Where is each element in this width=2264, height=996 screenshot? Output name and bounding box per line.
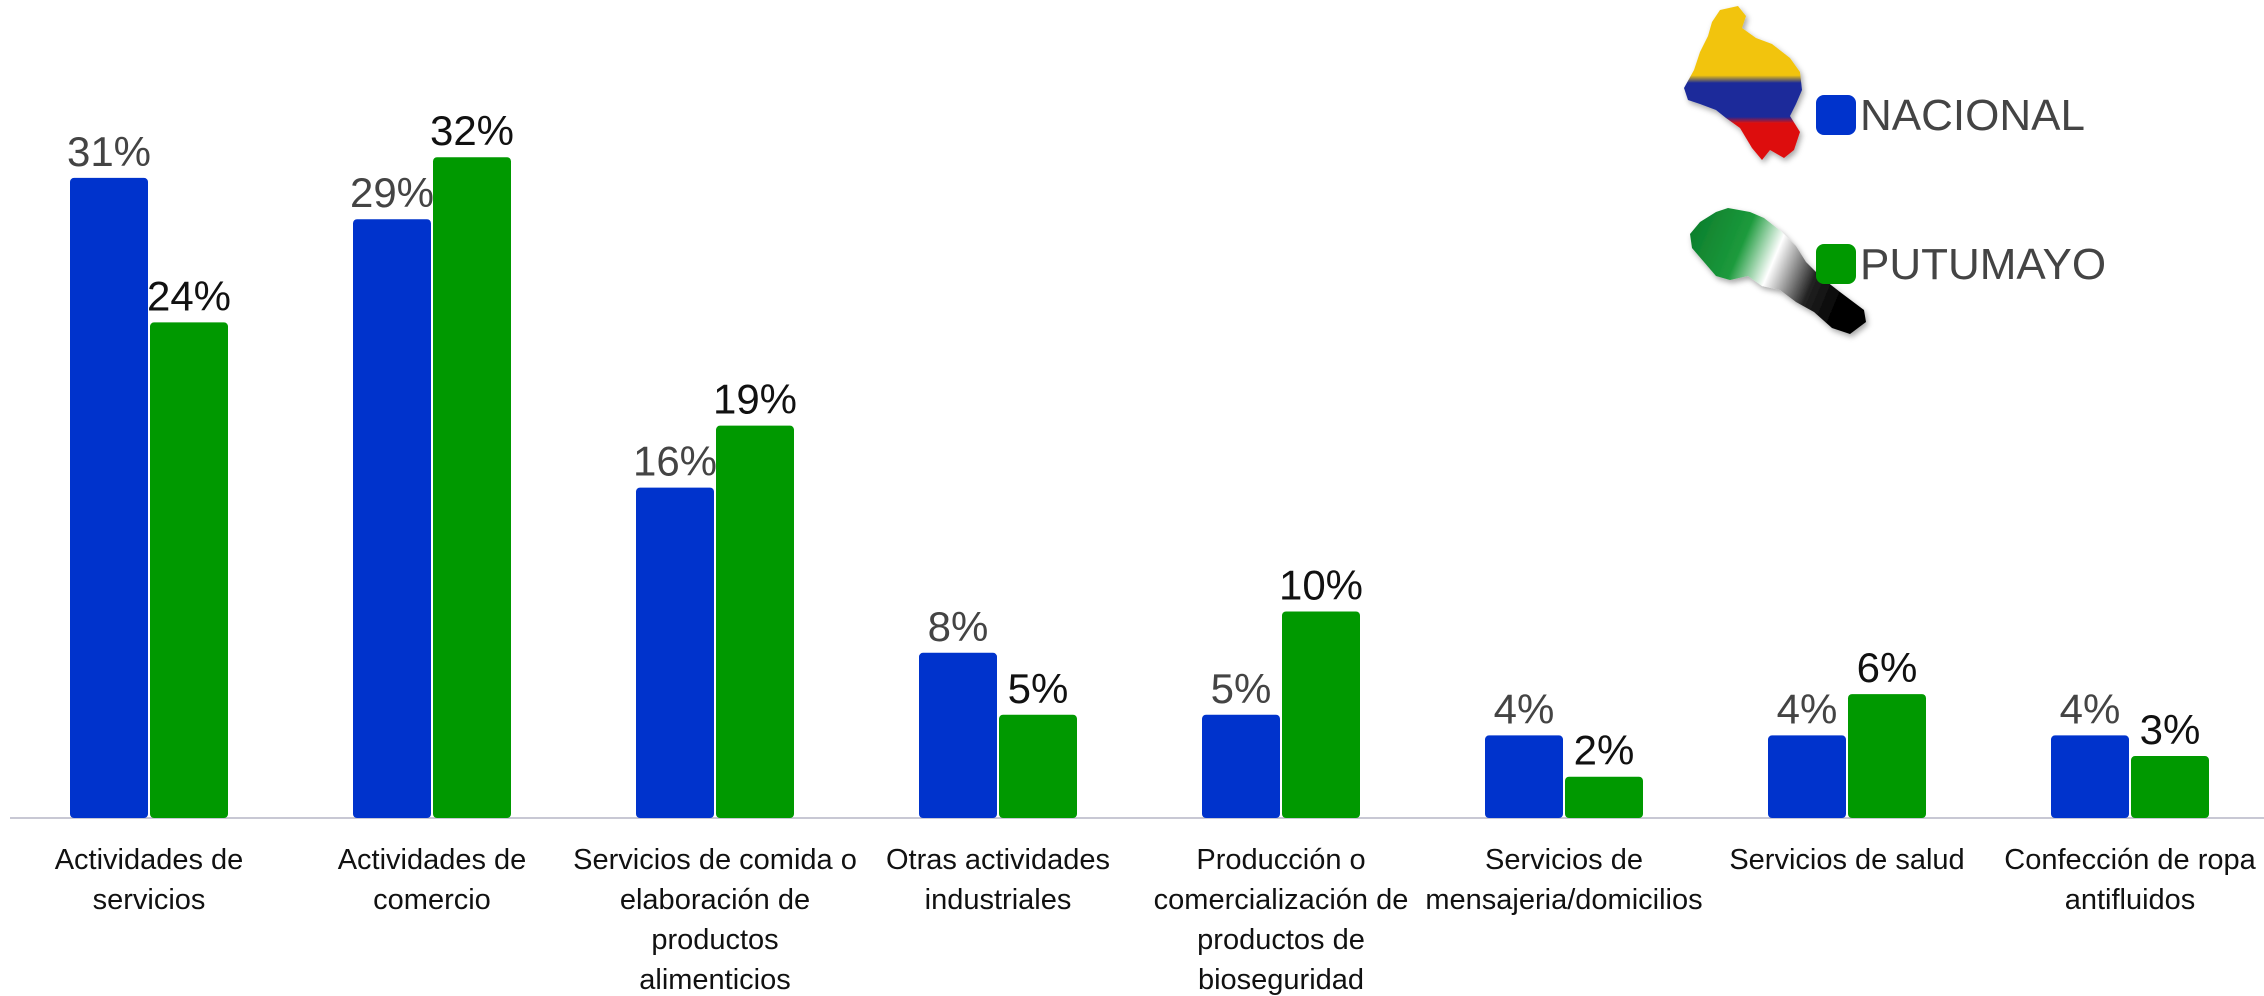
category-label-3: Otras actividades industriales xyxy=(886,844,1110,916)
value-label-putumayo-5: 2% xyxy=(1574,727,1635,774)
value-label-putumayo-0: 24% xyxy=(147,272,231,319)
legend-item-nacional: NACIONAL xyxy=(1684,6,2085,160)
legend-label-putumayo: PUTUMAYO xyxy=(1860,240,2106,289)
value-label-putumayo-1: 32% xyxy=(430,107,514,154)
legend-item-putumayo: PUTUMAYO xyxy=(1690,208,2106,334)
value-label-nacional-5: 4% xyxy=(1494,685,1555,732)
value-label-nacional-7: 4% xyxy=(2060,685,2121,732)
value-label-nacional-6: 4% xyxy=(1777,685,1838,732)
bar-nacional-2 xyxy=(636,487,714,818)
bars-group xyxy=(70,157,2209,819)
colombia-map-icon xyxy=(1684,6,1802,160)
value-labels-group: 31% 24% 29% 32% 16% 19% 8% 5% 5% 10% 4% 2% 4% 6% 4% 3% xyxy=(67,107,2200,773)
value-label-nacional-2: 16% xyxy=(633,438,717,485)
bar-nacional-5 xyxy=(1485,735,1563,818)
bar-nacional-7 xyxy=(2051,735,2129,818)
bar-putumayo-1 xyxy=(433,157,511,819)
value-label-putumayo-2: 19% xyxy=(713,376,797,423)
value-label-putumayo-6: 6% xyxy=(1857,644,1918,691)
bar-putumayo-2 xyxy=(716,425,794,818)
legend-swatch-nacional xyxy=(1816,95,1856,135)
value-label-putumayo-3: 5% xyxy=(1008,665,1069,712)
category-label-2: Servicios de comida o elaboración de produ… xyxy=(573,844,857,996)
legend-swatch-putumayo xyxy=(1816,244,1856,284)
legend: NACIONAL PUTUMAYO xyxy=(1684,6,2106,334)
bar-putumayo-6 xyxy=(1848,694,1926,818)
category-label-7: Confección de ropa antifluidos xyxy=(2004,844,2256,916)
putumayo-map-icon xyxy=(1690,208,1866,334)
value-label-nacional-4: 5% xyxy=(1211,665,1272,712)
bar-nacional-4 xyxy=(1202,714,1280,818)
category-label-4: Producción o comercialización de productos… xyxy=(1154,844,1409,996)
legend-label-nacional: NACIONAL xyxy=(1860,91,2085,140)
value-label-nacional-0: 31% xyxy=(67,128,151,175)
bar-putumayo-5 xyxy=(1565,776,1643,818)
value-label-putumayo-4: 10% xyxy=(1279,562,1363,609)
bar-nacional-6 xyxy=(1768,735,1846,818)
category-label-0: Actividades de servicios xyxy=(55,844,244,916)
category-label-5: Servicios de mensajeria/domicilios xyxy=(1425,844,1702,916)
bar-nacional-3 xyxy=(919,652,997,818)
category-label-6: Servicios de salud xyxy=(1729,844,1964,876)
bar-putumayo-3 xyxy=(999,714,1077,818)
bar-nacional-1 xyxy=(353,219,431,818)
bar-putumayo-4 xyxy=(1282,611,1360,818)
bar-nacional-0 xyxy=(70,177,148,818)
bar-putumayo-7 xyxy=(2131,756,2209,818)
value-label-nacional-3: 8% xyxy=(928,603,989,650)
value-label-nacional-1: 29% xyxy=(350,169,434,216)
bar-putumayo-0 xyxy=(150,322,228,818)
category-labels-group: Actividades de servicios Actividades de com… xyxy=(55,844,2257,996)
value-label-putumayo-7: 3% xyxy=(2140,706,2201,753)
category-label-1: Actividades de comercio xyxy=(338,844,527,916)
